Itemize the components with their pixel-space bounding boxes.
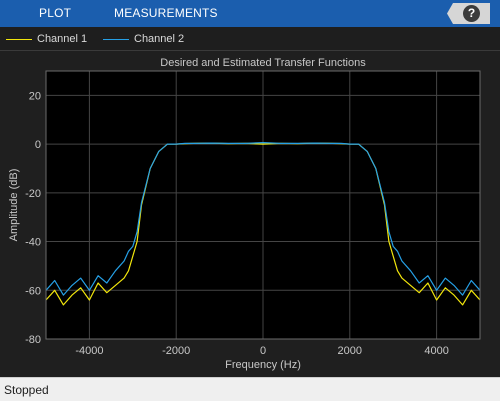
y-tick-label: -60 [25,285,41,297]
x-tick-label: 2000 [338,345,362,357]
legend-item-channel-2[interactable]: Channel 2 [103,32,198,46]
series-layer [45,142,481,306]
legend-item-channel-1[interactable]: Channel 1 [6,32,96,46]
chart-title: Desired and Estimated Transfer Functions [160,57,366,69]
y-tick-label: -40 [25,237,41,249]
status-bar: Stopped [0,377,500,401]
x-tick-label: 0 [260,345,266,357]
x-tick-label: 4000 [424,345,448,357]
y-tick-label: 20 [29,90,41,102]
x-tick-label: -4000 [75,345,103,357]
series-line-channel-2 [45,142,481,296]
y-tick-label: -20 [25,188,41,200]
tab-measurements[interactable]: MEASUREMENTS [114,6,218,20]
legend-line-channel-1 [6,39,32,40]
plot-area: -4000 -2000 0 2000 4000 20 0 -20 -40 -60 -80 Desir… [0,51,500,377]
y-axis-label: Amplitude (dB) [8,169,20,242]
help-button[interactable]: ? [447,3,490,24]
axes-box [45,70,481,340]
legend-line-channel-2 [103,39,129,40]
y-tick-label: 0 [35,139,41,151]
series-line-channel-1 [45,142,481,306]
x-axis-label: Frequency (Hz) [225,359,301,371]
legend-label-channel-2: Channel 2 [134,33,185,45]
toolstrip: PLOT MEASUREMENTS ? [0,0,500,27]
tick-labels: -4000 -2000 0 2000 4000 20 0 -20 -40 -60 -80 [25,90,449,357]
y-tick-label: -80 [25,334,41,346]
legend-label-channel-1: Channel 1 [37,33,88,45]
tab-plot[interactable]: PLOT [39,6,72,20]
x-tick-label: -2000 [162,345,190,357]
status-text: Stopped [4,383,49,397]
transfer-function-chart: -4000 -2000 0 2000 4000 20 0 -20 -40 -60 -80 Desir… [8,57,481,371]
legend-bar: Channel 1 Channel 2 [0,27,500,51]
help-icon: ? [463,5,480,22]
